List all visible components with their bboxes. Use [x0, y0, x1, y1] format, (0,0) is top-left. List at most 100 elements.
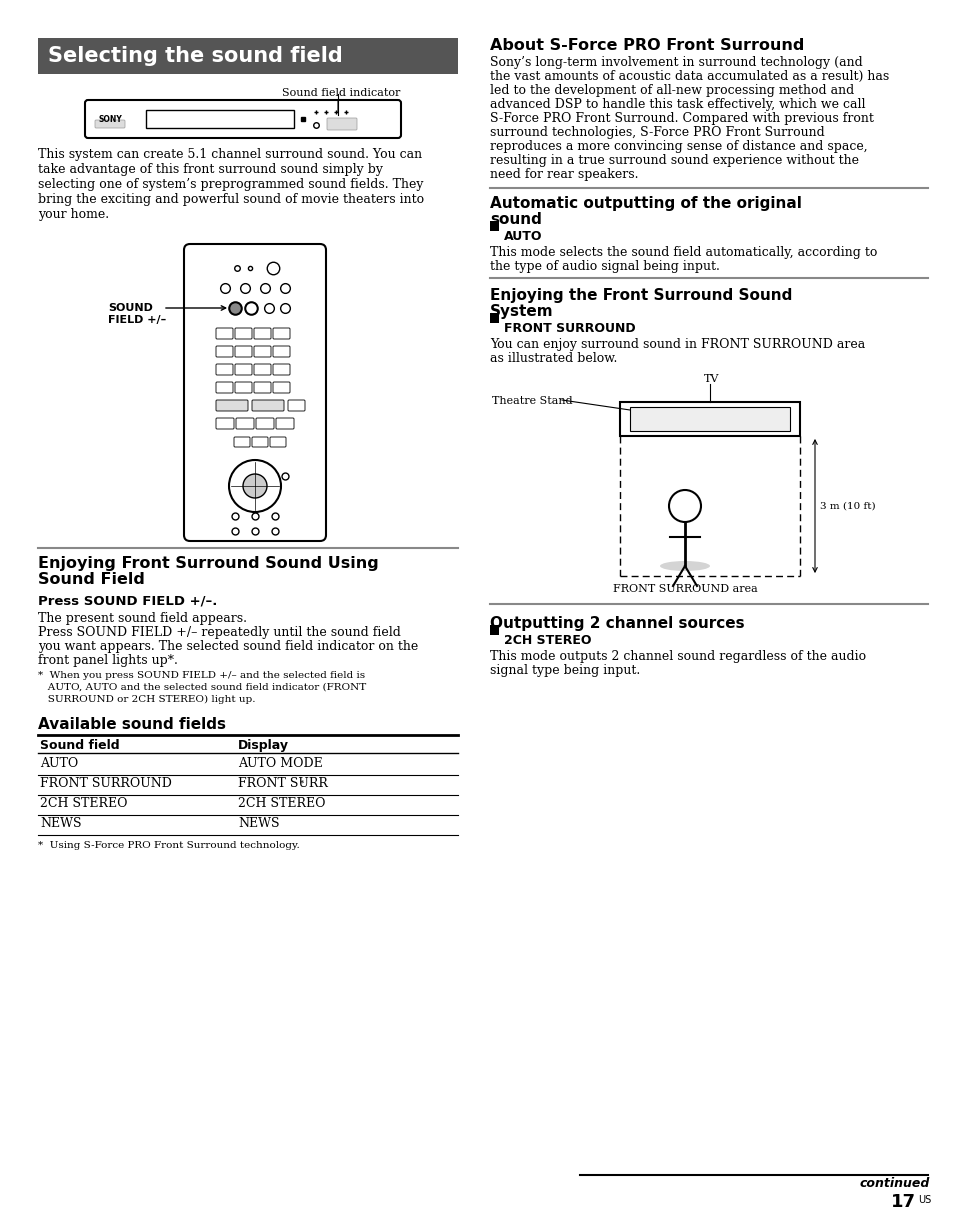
Text: Enjoying Front Surround Sound Using: Enjoying Front Surround Sound Using — [38, 556, 378, 571]
Text: FRONT SURROUND: FRONT SURROUND — [503, 322, 635, 335]
Text: as illustrated below.: as illustrated below. — [490, 352, 617, 365]
Text: Automatic outputting of the original: Automatic outputting of the original — [490, 197, 801, 211]
Bar — [619, 402, 800, 436]
Text: your home.: your home. — [38, 208, 109, 221]
Text: take advantage of this front surround sound simply by: take advantage of this front surround so… — [38, 162, 382, 176]
FancyBboxPatch shape — [215, 400, 248, 411]
FancyBboxPatch shape — [184, 244, 326, 541]
FancyBboxPatch shape — [215, 364, 233, 375]
Text: AUTO: AUTO — [503, 230, 542, 243]
Text: FRONT SURROUND: FRONT SURROUND — [40, 777, 172, 790]
Text: Theatre Stand: Theatre Stand — [492, 396, 572, 407]
FancyBboxPatch shape — [253, 346, 271, 357]
Bar — [490, 221, 498, 231]
FancyBboxPatch shape — [255, 418, 274, 429]
Circle shape — [243, 474, 267, 498]
Text: SURROUND or 2CH STEREO) light up.: SURROUND or 2CH STEREO) light up. — [38, 695, 255, 705]
Text: advanced DSP to handle this task effectively, which we call: advanced DSP to handle this task effecti… — [490, 98, 864, 111]
Text: AUTO: AUTO — [40, 757, 78, 770]
Text: selecting one of system’s preprogrammed sound fields. They: selecting one of system’s preprogrammed … — [38, 178, 423, 190]
FancyBboxPatch shape — [233, 437, 250, 447]
FancyBboxPatch shape — [273, 364, 290, 375]
Text: the type of audio signal being input.: the type of audio signal being input. — [490, 260, 720, 274]
FancyBboxPatch shape — [215, 328, 233, 339]
FancyBboxPatch shape — [270, 437, 286, 447]
Text: the vast amounts of acoustic data accumulated as a result) has: the vast amounts of acoustic data accumu… — [490, 70, 888, 83]
Text: SONY: SONY — [98, 115, 122, 123]
Text: Display: Display — [237, 739, 289, 752]
Text: This system can create 5.1 channel surround sound. You can: This system can create 5.1 channel surro… — [38, 148, 421, 161]
FancyBboxPatch shape — [234, 382, 252, 393]
Text: FRONT SURR: FRONT SURR — [237, 777, 328, 790]
FancyBboxPatch shape — [327, 118, 356, 129]
Text: System: System — [490, 304, 553, 319]
Bar — [146, 110, 294, 128]
FancyBboxPatch shape — [252, 400, 284, 411]
Text: Outputting 2 channel sources: Outputting 2 channel sources — [490, 617, 744, 631]
Text: 3 m (10 ft): 3 m (10 ft) — [820, 502, 875, 510]
Circle shape — [668, 490, 700, 523]
Text: signal type being input.: signal type being input. — [490, 664, 639, 676]
Bar — [38, 38, 457, 74]
Text: TV: TV — [703, 374, 719, 383]
Text: FIELD +/–: FIELD +/– — [108, 315, 166, 325]
Text: bring the exciting and powerful sound of movie theaters into: bring the exciting and powerful sound of… — [38, 193, 424, 206]
Text: S-Force PRO Front Surround. Compared with previous front: S-Force PRO Front Surround. Compared wit… — [490, 112, 873, 125]
FancyBboxPatch shape — [273, 328, 290, 339]
Text: reproduces a more convincing sense of distance and space,: reproduces a more convincing sense of di… — [490, 140, 866, 153]
FancyBboxPatch shape — [234, 346, 252, 357]
FancyBboxPatch shape — [95, 120, 125, 128]
Text: 17: 17 — [890, 1193, 915, 1211]
Text: Selecting the sound field: Selecting the sound field — [48, 46, 342, 66]
FancyBboxPatch shape — [275, 418, 294, 429]
Text: You can enjoy surround sound in FRONT SURROUND area: You can enjoy surround sound in FRONT SU… — [490, 338, 864, 350]
Text: Sony’s long-term involvement in surround technology (and: Sony’s long-term involvement in surround… — [490, 56, 862, 70]
Text: Sound field indicator: Sound field indicator — [282, 88, 400, 98]
Text: Sound field: Sound field — [40, 739, 119, 752]
Text: *: * — [299, 780, 304, 788]
Text: you want appears. The selected sound field indicator on the: you want appears. The selected sound fie… — [38, 640, 417, 653]
Text: Press SOUND FIELD +/–.: Press SOUND FIELD +/–. — [38, 593, 217, 607]
Bar — [629, 407, 789, 431]
FancyBboxPatch shape — [85, 100, 400, 138]
FancyBboxPatch shape — [252, 437, 268, 447]
Text: Available sound fields: Available sound fields — [38, 717, 226, 733]
Text: 2CH STEREO: 2CH STEREO — [40, 797, 128, 810]
Text: sound: sound — [490, 212, 541, 227]
Text: led to the development of all-new processing method and: led to the development of all-new proces… — [490, 84, 853, 96]
Text: This mode outputs 2 channel sound regardless of the audio: This mode outputs 2 channel sound regard… — [490, 650, 865, 663]
Text: 2CH STEREO: 2CH STEREO — [503, 634, 591, 647]
Text: Sound Field: Sound Field — [38, 571, 145, 587]
Text: surround technologies, S-Force PRO Front Surround: surround technologies, S-Force PRO Front… — [490, 126, 824, 139]
FancyBboxPatch shape — [234, 328, 252, 339]
FancyBboxPatch shape — [234, 364, 252, 375]
FancyBboxPatch shape — [215, 346, 233, 357]
Text: US: US — [917, 1195, 930, 1205]
FancyBboxPatch shape — [235, 418, 253, 429]
Text: front panel lights up*.: front panel lights up*. — [38, 654, 177, 667]
Text: FRONT SURROUND area: FRONT SURROUND area — [612, 584, 757, 593]
Text: *  When you press SOUND FIELD +/– and the selected field is: * When you press SOUND FIELD +/– and the… — [38, 672, 365, 680]
Text: resulting in a true surround sound experience without the: resulting in a true surround sound exper… — [490, 154, 858, 167]
FancyBboxPatch shape — [273, 346, 290, 357]
Text: 2CH STEREO: 2CH STEREO — [237, 797, 325, 810]
Text: AUTO, AUTO and the selected sound field indicator (FRONT: AUTO, AUTO and the selected sound field … — [38, 683, 366, 692]
Ellipse shape — [659, 560, 709, 571]
Text: This mode selects the sound field automatically, according to: This mode selects the sound field automa… — [490, 245, 877, 259]
FancyBboxPatch shape — [253, 382, 271, 393]
Text: Enjoying the Front Surround Sound: Enjoying the Front Surround Sound — [490, 288, 792, 303]
Text: About S-Force PRO Front Surround: About S-Force PRO Front Surround — [490, 38, 803, 53]
Text: AUTO MODE: AUTO MODE — [237, 757, 322, 770]
FancyBboxPatch shape — [273, 382, 290, 393]
FancyBboxPatch shape — [215, 382, 233, 393]
FancyBboxPatch shape — [288, 400, 305, 411]
Circle shape — [229, 460, 281, 512]
Text: *  Using S-Force PRO Front Surround technology.: * Using S-Force PRO Front Surround techn… — [38, 841, 299, 850]
Text: Press SOUND FIELD +/– repeatedly until the sound field: Press SOUND FIELD +/– repeatedly until t… — [38, 626, 400, 639]
FancyBboxPatch shape — [253, 364, 271, 375]
Bar — [490, 625, 498, 635]
Text: The present sound field appears.: The present sound field appears. — [38, 612, 247, 625]
Text: NEWS: NEWS — [237, 817, 279, 830]
FancyBboxPatch shape — [253, 328, 271, 339]
Text: NEWS: NEWS — [40, 817, 81, 830]
